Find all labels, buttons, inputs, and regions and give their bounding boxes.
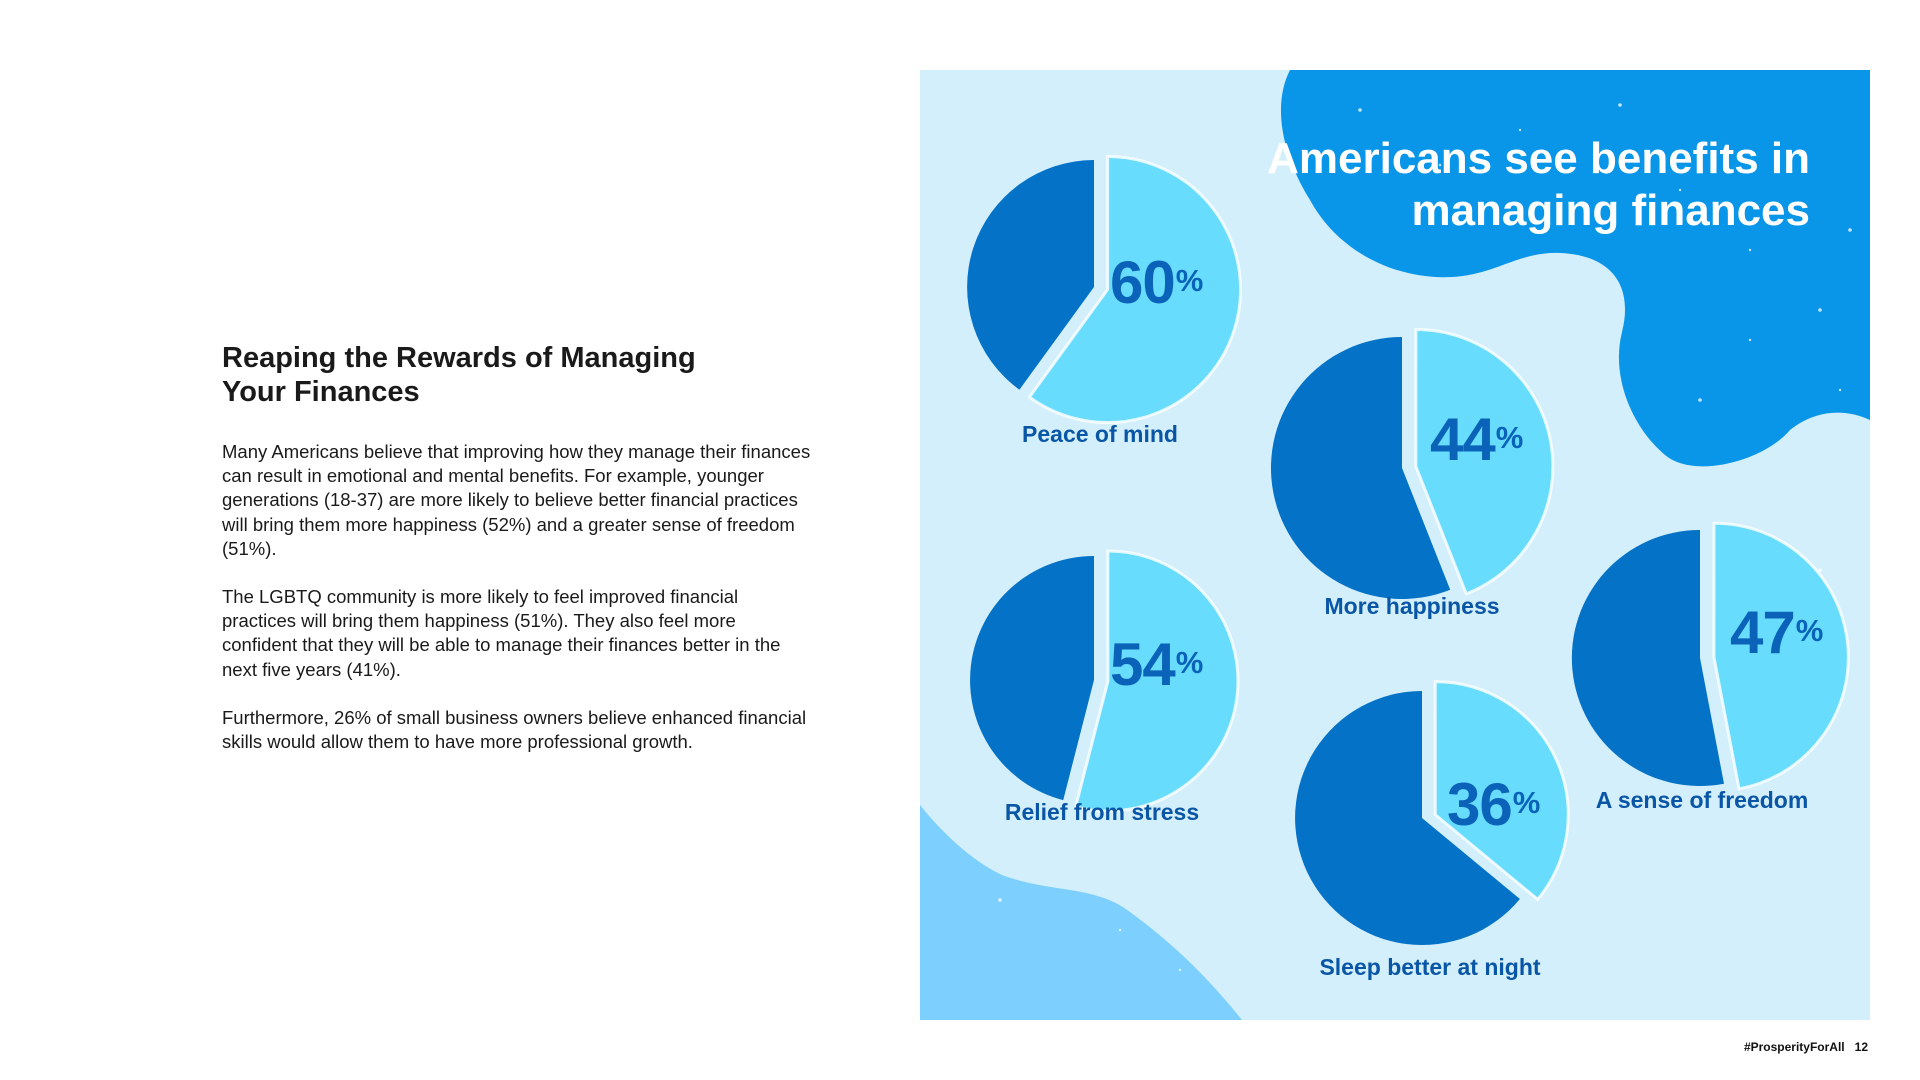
pie-slice-edge bbox=[1433, 680, 1570, 902]
article-paragraph-1: Many Americans believe that improving ho… bbox=[222, 441, 811, 559]
value-label-sleep-better: 36% bbox=[1447, 775, 1541, 835]
footer-hashtag: #ProsperityForAll bbox=[1743, 1040, 1845, 1054]
star-dot bbox=[1818, 568, 1822, 572]
pie-slice-value bbox=[1713, 523, 1849, 789]
pie-sleep-better-at-night bbox=[1295, 680, 1570, 945]
star-dot bbox=[1748, 338, 1752, 342]
value-label-relief-from-stress: 54% bbox=[1110, 635, 1204, 695]
value-number: 47 bbox=[1730, 599, 1796, 666]
pie-a-sense-of-freedom bbox=[1571, 521, 1850, 791]
pie-slice-remainder bbox=[970, 556, 1094, 801]
pie-slice-remainder bbox=[967, 160, 1094, 390]
category-label-relief-from-stress: Relief from stress bbox=[1004, 799, 1200, 825]
pie-more-happiness bbox=[1270, 327, 1555, 599]
infographic: Americans see benefits in managing finan… bbox=[920, 70, 1870, 1020]
pie-slice-value bbox=[1435, 681, 1569, 900]
article-heading: Reaping the Rewards of Managing Your Fin… bbox=[222, 342, 696, 408]
pie-peace-of-mind bbox=[967, 154, 1243, 424]
star-dot bbox=[1358, 108, 1362, 112]
infographic-title: Americans see benefits in managing finan… bbox=[1267, 134, 1810, 235]
percent-sign: % bbox=[1512, 785, 1541, 820]
background-blob-bottom-left bbox=[920, 805, 1242, 1020]
star-dot bbox=[1518, 128, 1522, 132]
value-number: 54 bbox=[1110, 631, 1176, 698]
star-dot bbox=[1838, 388, 1842, 392]
pie-slice-edge bbox=[1712, 521, 1850, 791]
star-dot bbox=[998, 898, 1002, 902]
value-number: 44 bbox=[1430, 406, 1496, 473]
article-paragraph-2: The LGBTQ community is more likely to fe… bbox=[222, 586, 781, 680]
pie-slice-value bbox=[1029, 156, 1241, 423]
star-dot bbox=[1568, 218, 1572, 222]
star-dot bbox=[1178, 968, 1182, 972]
value-number: 36 bbox=[1447, 771, 1513, 838]
pie-slice-value bbox=[1075, 551, 1238, 811]
category-label-peace-of-mind: Peace of mind bbox=[1022, 421, 1178, 447]
percent-sign: % bbox=[1795, 613, 1824, 648]
value-label-more-happiness: 44% bbox=[1430, 410, 1524, 470]
category-label-sense-of-freedom: A sense of freedom bbox=[1595, 787, 1809, 813]
percent-sign: % bbox=[1175, 263, 1204, 298]
pie-charts bbox=[967, 154, 1850, 945]
star-dot bbox=[1848, 228, 1852, 232]
star-dot bbox=[1618, 103, 1622, 107]
star-dot bbox=[1118, 928, 1122, 932]
pie-slice-edge bbox=[1414, 327, 1555, 596]
star-dot bbox=[1798, 153, 1802, 157]
article-text: Reaping the Rewards of Managing Your Fin… bbox=[222, 341, 822, 778]
star-dot bbox=[1438, 163, 1442, 167]
article-paragraph-3: Furthermore, 26% of small business owner… bbox=[222, 706, 807, 753]
star-dot bbox=[1748, 248, 1752, 252]
background-blob-top-right bbox=[1280, 70, 1870, 467]
pie-slice-edge bbox=[1073, 549, 1240, 813]
page-number: 12 bbox=[1854, 1040, 1868, 1054]
percent-sign: % bbox=[1495, 420, 1524, 455]
page-footer: #ProsperityForAll 12 bbox=[1734, 1040, 1868, 1054]
pie-slice-remainder bbox=[1295, 691, 1520, 945]
value-label-peace-of-mind: 60% bbox=[1110, 253, 1204, 313]
pie-slice-value bbox=[1415, 329, 1553, 594]
infographic-canvas bbox=[920, 70, 1870, 1020]
star-dot bbox=[1678, 188, 1682, 192]
pie-slice-remainder bbox=[1270, 336, 1451, 599]
pie-relief-from-stress bbox=[970, 549, 1240, 813]
star-dot bbox=[1818, 308, 1822, 312]
value-label-sense-of-freedom: 47% bbox=[1730, 603, 1824, 663]
star-dot bbox=[1698, 398, 1702, 402]
value-number: 60 bbox=[1110, 249, 1176, 316]
pie-slice-edge bbox=[1027, 154, 1243, 424]
category-label-more-happiness: More happiness bbox=[1324, 593, 1500, 619]
pie-slice-remainder bbox=[1571, 529, 1724, 786]
percent-sign: % bbox=[1175, 645, 1204, 680]
category-label-sleep-better: Sleep better at night bbox=[1319, 954, 1541, 980]
